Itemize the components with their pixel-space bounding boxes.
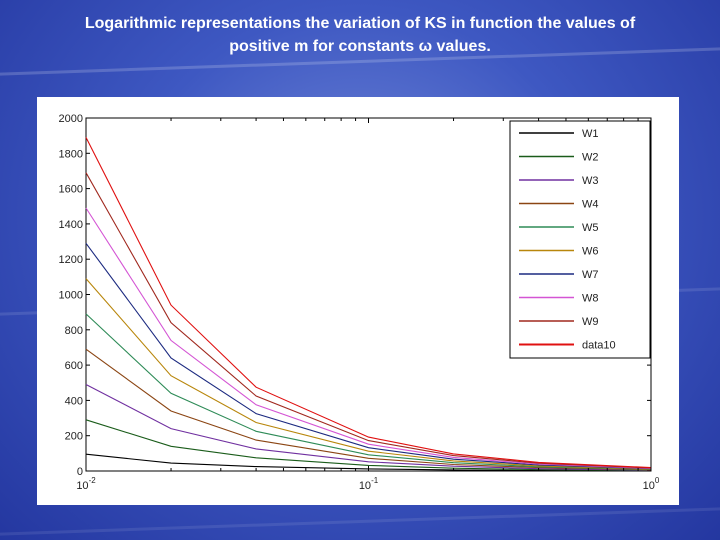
- chart-figure: 0 200 400 600 800 1000 1200 1400 1600 1800 2000 10-…: [37, 97, 679, 505]
- y-tick-label: 2000: [59, 113, 83, 125]
- axis-layer: 0 200 400 600 800 1000 1200 1400 1600 1800 2000 10-…: [59, 113, 660, 492]
- legend-label: data10: [582, 340, 616, 352]
- y-tick-label: 1400: [59, 219, 83, 231]
- series-line-7: [85, 242, 652, 470]
- legend-label: W4: [582, 199, 599, 211]
- legend-box: [509, 120, 651, 359]
- y-tick-label: 1600: [59, 184, 83, 196]
- y-tick-label: 200: [65, 431, 83, 443]
- series-line-4: [85, 348, 652, 471]
- legend-label: W2: [582, 152, 599, 164]
- legend-label: W9: [582, 316, 599, 328]
- legend: W1 W2 W3 W4 W5 W6 W7 W8 W9 data10: [509, 120, 651, 359]
- legend-label: W5: [582, 222, 599, 234]
- y-tick-label: 800: [65, 325, 83, 337]
- y-tick-label: 600: [65, 360, 83, 372]
- x-tick-label: 10-1: [359, 476, 379, 492]
- slide-title-line-2: positive m for constants ω values.: [229, 38, 491, 55]
- series-line-8: [85, 207, 652, 469]
- series-line-9: [85, 172, 652, 469]
- slide-title-line-1: Logarithmic representations the variatio…: [84, 15, 636, 32]
- legend-label: W7: [582, 269, 599, 281]
- series-line-10: [85, 137, 652, 469]
- y-tick-label: 0: [77, 466, 83, 478]
- legend-label: W6: [582, 246, 599, 258]
- y-tick-label: 1200: [59, 254, 83, 266]
- legend-label: W3: [582, 175, 599, 187]
- legend-label: W1: [582, 128, 599, 140]
- series-line-5: [85, 313, 652, 470]
- x-tick-label: 10-2: [76, 476, 96, 492]
- y-tick-label: 400: [65, 395, 83, 407]
- slide-title: Logarithmic representations the variatio…: [20, 12, 700, 58]
- y-tick-label: 1800: [59, 148, 83, 160]
- line-chart: 0 200 400 600 800 1000 1200 1400 1600 1800 2000 10-…: [59, 113, 660, 492]
- series-line-6: [85, 278, 652, 470]
- x-tick-label: 100: [643, 476, 660, 492]
- legend-label: W8: [582, 293, 599, 305]
- y-tick-label: 1000: [59, 290, 83, 302]
